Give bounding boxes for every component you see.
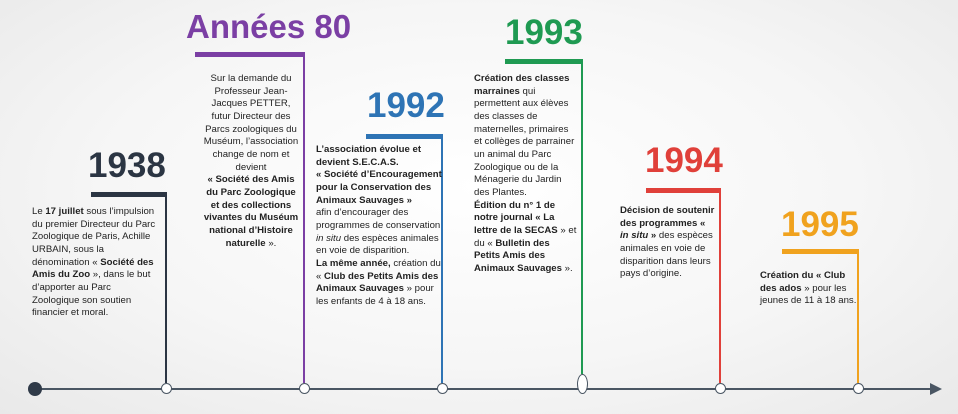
year-label-1993: 1993 xyxy=(505,13,583,52)
milestone-text-1993: Création des classes marraines qui perme… xyxy=(474,73,578,276)
text-run: Club des Petits Amis des Animaux Sauvage… xyxy=(316,270,439,295)
year-label-annees-80: Années 80 xyxy=(186,8,352,45)
milestone-paragraph: L’association évolue et devient S.E.C.A.… xyxy=(316,144,442,169)
year-label-1994: 1994 xyxy=(645,141,723,180)
connector-1993 xyxy=(581,62,583,374)
text-run: 17 juillet xyxy=(45,206,84,217)
text-run: Édition du n° 1 de notre journal « La le… xyxy=(474,199,558,236)
year-label-1938: 1938 xyxy=(88,146,166,185)
timeline-start-dot xyxy=(28,382,42,396)
year-bar-1995 xyxy=(782,249,859,254)
text-run: ». xyxy=(265,237,277,249)
connector-1995 xyxy=(857,252,859,383)
text-run: Décision de soutenir des programmes « xyxy=(620,205,715,229)
text-run: Création du « Club des ados xyxy=(760,270,846,294)
milestone-paragraph: Édition du n° 1 de notre journal « La le… xyxy=(474,200,578,276)
milestone-paragraph: Sur la demande du Professeur Jean-Jacque… xyxy=(203,73,299,174)
text-run: des espèces animales en voie de disparit… xyxy=(620,230,713,280)
text-run: Bulletin des Petits Amis des Animaux Sau… xyxy=(474,237,562,274)
connector-annees-80 xyxy=(303,55,305,383)
text-run: des espèces animales en voie de disparit… xyxy=(316,232,439,257)
year-bar-1992 xyxy=(366,134,443,139)
node-annees-80 xyxy=(299,383,310,394)
year-label-1995: 1995 xyxy=(781,205,859,244)
milestone-paragraph: Le 17 juillet sous l’impulsion du premie… xyxy=(32,206,158,320)
text-run: » pour les jeunes de 11 à 18 ans. xyxy=(760,282,857,307)
text-run: » xyxy=(648,230,657,242)
year-bar-1993 xyxy=(505,59,583,64)
milestone-paragraph: afin d’encourager des programmes de cons… xyxy=(316,207,442,258)
node-1993 xyxy=(577,374,588,394)
text-run: « Société d’Encouragement pour la Conser… xyxy=(316,169,442,206)
text-run: L’association évolue et devient S.E.C.A.… xyxy=(316,144,422,168)
text-run: Création des classes marraines xyxy=(474,73,570,97)
text-run: création du « xyxy=(316,257,441,282)
text-run: », dans le but d’apporter au Parc Zoolog… xyxy=(32,269,151,319)
milestone-text-annees-80: Sur la demande du Professeur Jean-Jacque… xyxy=(203,73,299,250)
milestone-text-1995: Création du « Club des ados » pour les j… xyxy=(760,270,860,308)
text-run: in situ xyxy=(316,232,342,244)
milestone-paragraph: La même année, création du « Club des Pe… xyxy=(316,258,442,309)
text-run: « Société des Amis du Parc Zoologique et… xyxy=(203,174,299,249)
connector-1938 xyxy=(165,195,167,383)
year-bar-annees-80 xyxy=(195,52,305,57)
milestone-paragraph: Création du « Club des ados » pour les j… xyxy=(760,270,860,308)
text-run: afin d’encourager des programmes de cons… xyxy=(316,207,441,231)
node-1938 xyxy=(161,383,172,394)
text-run: ». xyxy=(561,262,573,274)
text-run: qui permettent aux élèves des classes de… xyxy=(474,85,575,198)
text-run: Le xyxy=(32,206,46,217)
timeline-axis xyxy=(34,388,936,390)
text-run: in situ xyxy=(620,230,649,242)
text-run: Société des Amis du Zoo xyxy=(32,256,154,281)
year-bar-1938 xyxy=(91,192,167,197)
year-label-1992: 1992 xyxy=(367,86,445,125)
text-run: La même année, xyxy=(316,257,391,269)
milestone-text-1994: Décision de soutenir des programmes « in… xyxy=(620,205,716,281)
milestone-paragraph: Décision de soutenir des programmes « in… xyxy=(620,205,716,281)
milestone-text-1938: Le 17 juillet sous l’impulsion du premie… xyxy=(32,206,158,320)
text-run: Sur la demande du Professeur Jean-Jacque… xyxy=(203,73,299,173)
milestone-text-1992: L’association évolue et devient S.E.C.A.… xyxy=(316,144,442,309)
connector-1994 xyxy=(719,191,721,383)
node-1994 xyxy=(715,383,726,394)
milestone-paragraph: Création des classes marraines qui perme… xyxy=(474,73,578,200)
node-1992 xyxy=(437,383,448,394)
text-run: sous l’impulsion du premier Directeur du… xyxy=(32,206,156,268)
year-bar-1994 xyxy=(646,188,721,193)
milestone-paragraph: « Société des Amis du Parc Zoologique et… xyxy=(203,174,299,250)
milestone-paragraph: « Société d’Encouragement pour la Conser… xyxy=(316,169,442,207)
node-1995 xyxy=(853,383,864,394)
text-run: » pour les enfants de 4 à 18 ans. xyxy=(316,283,434,307)
timeline-arrow-head xyxy=(930,383,942,395)
text-run: » et du « xyxy=(474,224,577,249)
connector-1992 xyxy=(441,137,443,383)
